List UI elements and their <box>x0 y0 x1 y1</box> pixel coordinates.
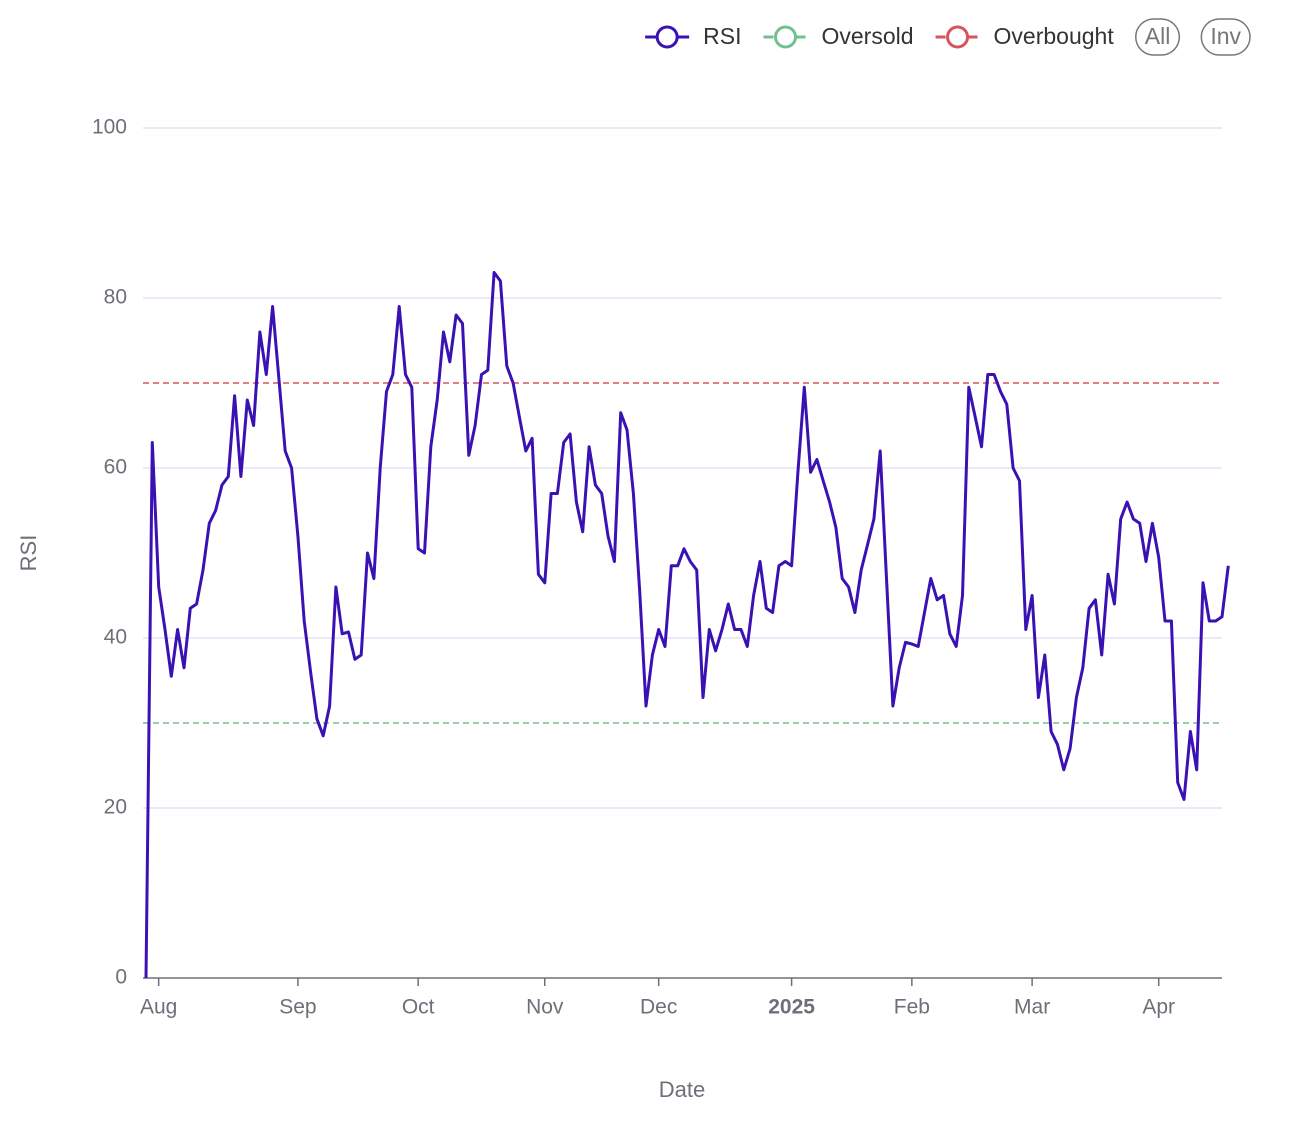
legend-label: Oversold <box>822 23 914 49</box>
legend-marker <box>655 25 679 49</box>
x-tick-label: Mar <box>1014 996 1050 1019</box>
y-tick-label: 100 <box>92 116 127 139</box>
x-tick-label: Dec <box>640 996 677 1019</box>
legend-button[interactable]: Inv <box>1200 18 1251 56</box>
legend-item: Oversold <box>763 23 914 49</box>
y-tick-label: 20 <box>104 796 127 819</box>
y-tick-label: 60 <box>104 456 127 479</box>
y-tick-label: 0 <box>115 966 127 989</box>
button-label: All <box>1145 23 1171 49</box>
x-tick-label: Sep <box>279 996 316 1019</box>
legend-marker <box>774 25 797 49</box>
button-frame <box>1135 18 1181 56</box>
legend-label: Overbought <box>994 23 1115 49</box>
legend-label: RSI <box>703 23 741 49</box>
legend-button[interactable]: All <box>1135 18 1181 56</box>
legend-item: Overbought <box>935 23 1115 49</box>
button-label: Inv <box>1210 23 1241 49</box>
x-tick-label: Nov <box>526 996 564 1019</box>
line-series <box>144 271 1230 979</box>
y-axis-title: RSI <box>16 535 41 572</box>
button-frame <box>1200 18 1251 56</box>
y-tick-label: 80 <box>104 286 127 309</box>
x-tick-label: 2025 <box>768 996 815 1019</box>
x-tick-label: Oct <box>402 996 435 1019</box>
y-tick-label: 40 <box>104 626 127 649</box>
legend-marker <box>946 25 970 49</box>
legend-item: RSI <box>645 23 742 49</box>
x-axis-title: Date <box>659 1077 705 1102</box>
x-tick-label: Apr <box>1142 996 1175 1019</box>
x-tick-label: Feb <box>894 996 930 1019</box>
x-tick-label: Aug <box>140 996 177 1019</box>
